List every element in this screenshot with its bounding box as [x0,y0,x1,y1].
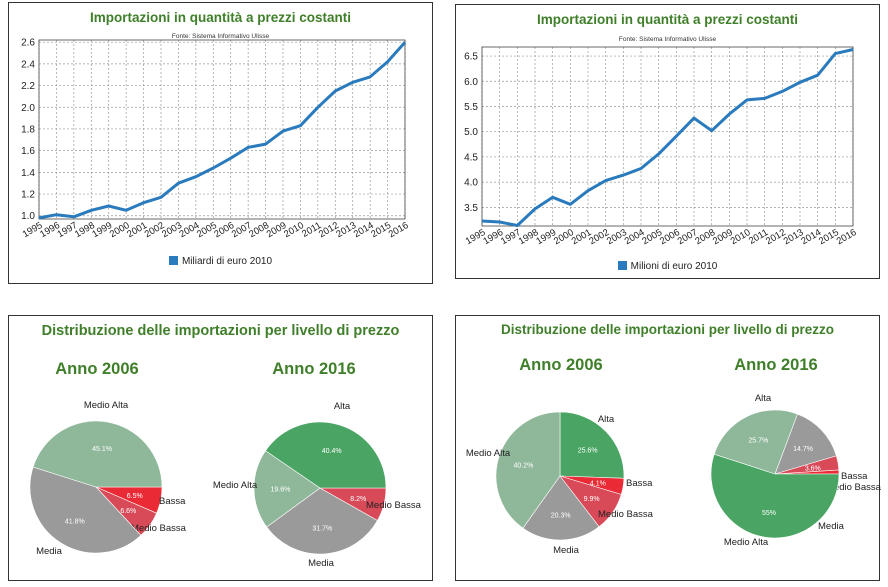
y-tick-label: 2.6 [21,38,35,49]
slice-category-label: Bassa [159,496,186,507]
legend-swatch [168,256,178,265]
pie-panel-2: Distribuzione delle importazioni per liv… [455,315,881,581]
y-tick-label: 5.0 [464,127,478,138]
y-tick-label: 5.5 [464,102,478,113]
slice-percent-label: 40.4% [322,448,342,455]
slice-category-label: Media [818,521,845,532]
slice-percent-label: 31.7% [312,526,332,533]
slice-category-label: Medio Alta [724,537,769,548]
series-line [38,41,407,220]
pie-slice [774,413,837,475]
line-chart-2-title: Importazioni in quantità a prezzi costan… [536,12,799,27]
slice-category-label: Bassa [626,478,653,489]
y-tick-label: 3.5 [464,203,478,214]
pie-slice [265,421,387,489]
x-tick-label: 2016 [835,227,859,247]
pie-panel-2-title: Distribuzione delle importazioni per liv… [500,322,835,337]
slice-category-label: Medio Alta [466,448,511,459]
pie-4-year-label: Anno 2016 [734,356,818,374]
plot-frame [481,46,854,227]
line-chart-1-svg: 1.01.21.41.61.82.02.22.42.61995199619971… [21,38,411,240]
line-chart-2-source: Fonte: Sistema Informativo Ulisse [618,36,717,43]
y-tick-label: 2.4 [21,59,35,70]
slice-percent-label: 4.1% [590,480,606,487]
slice-percent-label: 45.1% [92,446,112,453]
slice-percent-label: 25.6% [578,447,598,454]
y-tick-label: 1.2 [21,190,35,201]
line-chart-panel-1: Importazioni in quantità a prezzi costan… [8,2,433,284]
slice-percent-label: 8.2% [350,496,366,503]
legend-label: Miliardi di euro 2010 [181,256,273,267]
slice-percent-label: 25.7% [748,437,768,444]
plot-frame [38,39,406,220]
slice-percent-label: 6.6% [120,508,136,515]
slice-percent-label: 14.7% [793,446,813,453]
pie-slice [32,420,163,488]
pie-panel-1-svg: 6.5% Bassa 6.6% Medio Bassa 41.8% Media 45.1% M… [29,400,422,569]
pie-1-year-label: Anno 2006 [55,360,139,378]
y-tick-label: 1.4 [21,168,35,179]
y-tick-label: 1.6 [21,146,35,157]
slice-percent-label: 55% [762,510,776,517]
slice-category-label: Medio Alta [213,480,258,491]
slice-percent-label: 41.8% [65,518,85,525]
slice-category-label: Alta [598,414,615,425]
slice-category-label: Media [553,545,580,556]
line-chart-panel-2: Importazioni in quantità a prezzi costan… [455,4,880,279]
slice-percent-label: 6.5% [127,493,143,500]
pie-slice [495,411,561,529]
y-tick-label: 2.0 [21,103,35,114]
y-tick-label: 1.8 [21,124,35,135]
slice-category-label: Alta [755,393,772,404]
slice-category-label: Medio Bassa [826,482,881,493]
slice-category-label: Medio Bassa [131,523,187,534]
series-line [481,48,854,227]
line-chart-2-legend: Milioni di euro 2010 [456,261,879,272]
y-tick-label: 1.0 [21,211,35,222]
pie-slice [266,487,378,555]
y-tick-label: 2.2 [21,81,35,92]
slice-percent-label: 3.6% [805,465,821,472]
pie-slice [522,475,600,541]
line-chart-1-legend: Miliardi di euro 2010 [9,256,432,267]
legend-label: Milioni di euro 2010 [630,261,718,272]
pie-panel-1: Distribuzione delle importazioni per liv… [8,315,433,581]
pie-slice [559,411,625,479]
y-tick-label: 6.0 [464,77,478,88]
y-tick-label: 4.0 [464,178,478,189]
slice-category-label: Alta [334,401,351,412]
line-chart-1-title: Importazioni in quantità a prezzi costan… [89,10,352,25]
line-chart-2-svg: 3.54.04.55.05.56.06.51995199619971998199… [464,46,859,247]
pie-slice [713,409,798,475]
x-tick-label: 2016 [387,220,411,240]
slice-percent-label: 9.9% [584,496,600,503]
pie-panel-2-svg: 25.6% Alta 4.1% Bassa 9.9% Medio Bassa 20.3% Me… [466,393,881,556]
y-tick-label: 6.5 [464,52,478,63]
line-chart-1-source: Fonte: Sistema Informativo Ulisse [171,33,270,40]
slice-percent-label: 40.2% [513,462,533,469]
pie-3-year-label: Anno 2006 [519,356,603,374]
pie-slice [29,466,142,554]
slice-category-label: Bassa [841,471,868,482]
slice-percent-label: 19.6% [270,487,290,494]
y-tick-label: 4.5 [464,152,478,163]
slice-category-label: Medio Bassa [598,509,654,520]
pie-slice [253,450,321,528]
slice-category-label: Media [36,546,63,557]
pie-slice [710,453,840,539]
slice-category-label: Medio Bassa [366,500,422,511]
slice-percent-label: 20.3% [551,512,571,519]
legend-swatch [617,261,627,270]
slice-category-label: Media [308,558,335,569]
pie-2-year-label: Anno 2016 [272,360,356,378]
pie-panel-1-title: Distribuzione delle importazioni per liv… [41,323,400,339]
slice-category-label: Medio Alta [84,400,129,411]
